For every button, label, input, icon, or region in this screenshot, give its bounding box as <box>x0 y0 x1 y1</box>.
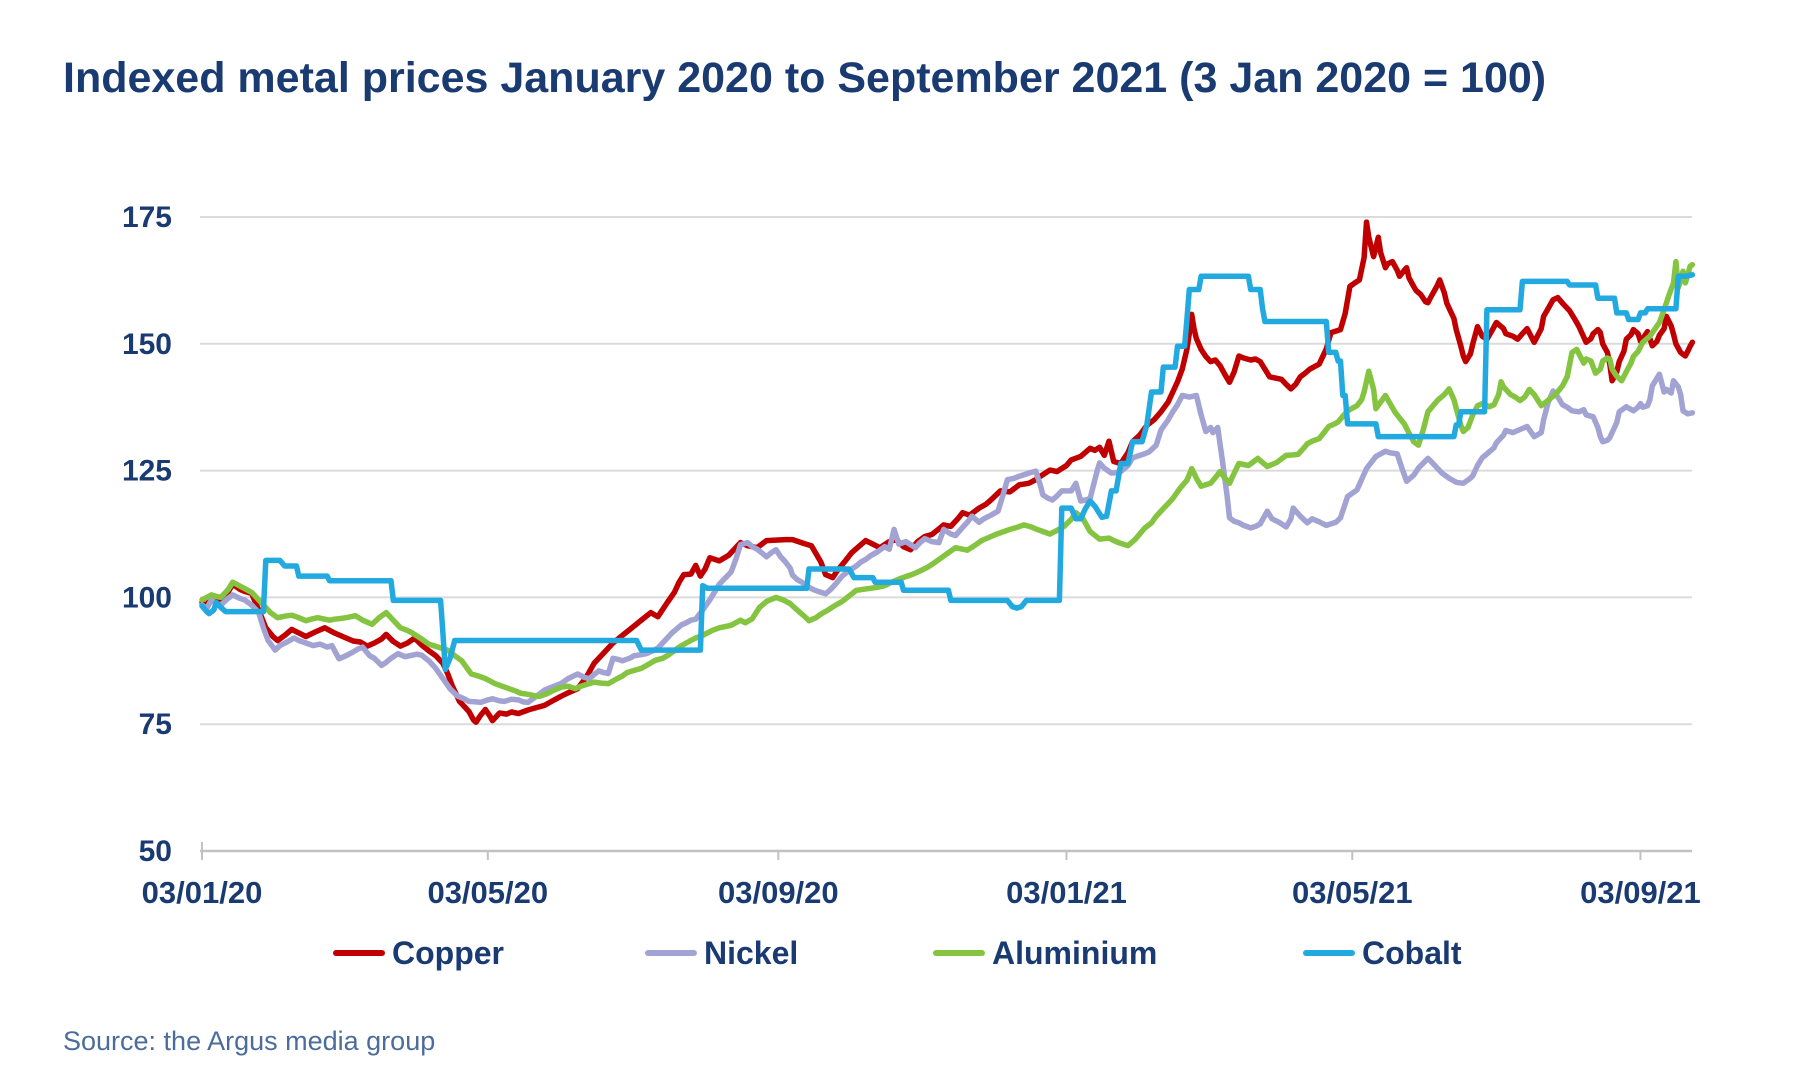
y-axis-label-150: 150 <box>122 328 172 361</box>
x-axis-label-0: 03/01/20 <box>142 875 263 910</box>
legend-item-cobalt: Cobalt <box>1303 934 1462 971</box>
legend-label-nickel: Nickel <box>704 934 799 971</box>
series-line-copper <box>199 219 1696 725</box>
x-axis-label-3: 03/01/21 <box>1006 875 1127 910</box>
legend-label-aluminium: Aluminium <box>992 934 1158 971</box>
legend-swatch-aluminium <box>933 950 985 956</box>
series-line-nickel <box>199 371 1696 706</box>
legend-item-nickel: Nickel <box>645 934 799 971</box>
legend-label-cobalt: Cobalt <box>1362 934 1462 971</box>
source-attribution: Source: the Argus media group <box>63 1026 436 1056</box>
y-axis-label-50: 50 <box>139 835 172 868</box>
y-axis-label-100: 100 <box>122 581 172 614</box>
chart-title: Indexed metal prices January 2020 to Sep… <box>63 54 1547 102</box>
legend-swatch-copper <box>333 950 385 956</box>
x-axis-label-1: 03/05/20 <box>427 875 548 910</box>
x-axis-label-2: 03/09/20 <box>718 875 839 910</box>
y-axis-label-75: 75 <box>139 708 172 741</box>
legend-swatch-cobalt <box>1303 950 1355 956</box>
legend-swatch-nickel <box>645 950 697 956</box>
legend-item-aluminium: Aluminium <box>933 934 1158 971</box>
series-line-cobalt <box>199 272 1696 673</box>
x-axis-label-4: 03/05/21 <box>1292 875 1413 910</box>
y-axis-label-175: 175 <box>122 201 172 234</box>
y-axis-label-125: 125 <box>122 455 172 488</box>
legend-item-copper: Copper <box>333 934 504 971</box>
x-axis-label-5: 03/09/21 <box>1580 875 1701 910</box>
legend-label-copper: Copper <box>392 934 504 971</box>
